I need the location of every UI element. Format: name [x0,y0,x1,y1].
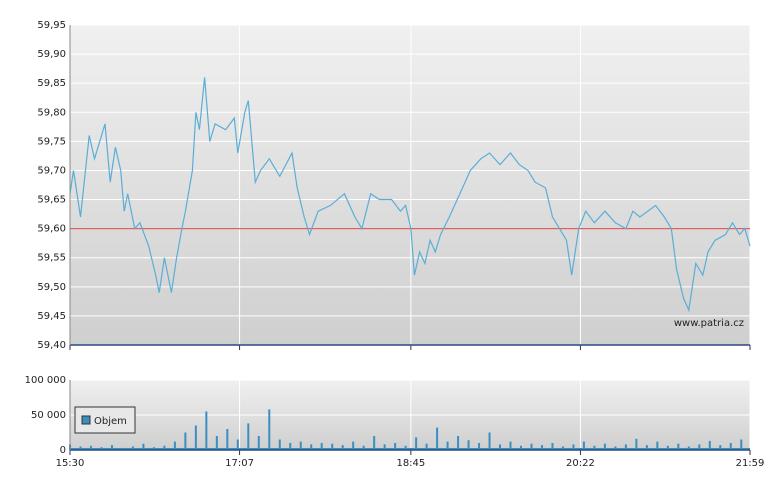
volume-bar [373,436,376,450]
volume-bar [624,444,627,450]
y-tick-label: 59,40 [37,340,66,351]
legend-swatch [81,415,91,425]
volume-bar [110,445,113,450]
y-tick-label: 59,95 [37,20,66,31]
y-tick-label: 59,90 [37,49,66,60]
volume-bar [446,441,449,450]
volume-bar [436,427,439,450]
y-tick-label: 59,85 [37,78,66,89]
volume-bar [404,445,407,450]
volume-bar [520,445,523,450]
y-tick-label: 0 [60,445,66,456]
y-tick-label: 59,70 [37,165,66,176]
y-tick-label: 59,45 [37,311,66,322]
volume-bar [320,443,323,450]
volume-bar [488,432,491,450]
volume-bar [457,436,460,450]
volume-bar [698,444,701,450]
volume-bar [341,445,344,450]
volume-bar [729,443,732,450]
volume-bar [184,432,187,450]
volume-bar [289,443,292,450]
volume-bar [362,445,365,450]
volume-bar [394,443,397,450]
x-tick-label: 17:07 [225,458,254,469]
volume-bar [142,443,145,450]
volume-bar [352,441,355,450]
volume-bar [467,440,470,450]
volume-bar [331,443,334,450]
legend-label: Objem [94,416,127,427]
volume-bar [310,444,313,450]
volume-bar [383,444,386,450]
volume-bar [226,429,229,450]
volume-bar [205,411,208,450]
volume-bar [603,443,606,450]
volume-bar [530,443,533,450]
volume-bar [89,445,92,450]
x-tick-label: 18:45 [396,458,425,469]
volume-bar [425,443,428,450]
volume-bar [478,443,481,450]
volume-bar [247,423,250,450]
x-tick-label: 15:30 [56,458,85,469]
x-tick-label: 21:59 [736,458,765,469]
volume-bar [540,445,543,450]
volume-bar [740,439,743,450]
volume-bar [509,441,512,450]
volume-baseline [70,448,750,450]
volume-bar [635,438,638,450]
price-line [69,77,751,313]
volume-bar [299,441,302,450]
volume-bar [572,444,575,450]
volume-bar [278,439,281,450]
volume-bar [173,441,176,450]
plot-background [70,25,750,345]
volume-bar [236,439,239,450]
y-tick-label: 59,55 [37,253,66,264]
volume-bar [194,425,197,450]
y-tick-label: 100 000 [25,375,66,386]
y-tick-label: 59,60 [37,224,66,235]
y-tick-label: 50 000 [31,410,66,421]
volume-bar [677,443,680,450]
y-tick-label: 59,75 [37,136,66,147]
volume-bar [268,409,271,450]
volume-bar [719,445,722,450]
watermark: www.patria.cz [674,318,744,329]
volume-bar [163,445,166,450]
volume-bar [666,445,669,450]
volume-bar [593,445,596,450]
volume-bar [257,436,260,450]
volume-bar [656,441,659,450]
y-tick-label: 59,50 [37,282,66,293]
volume-bar [582,441,585,450]
y-tick-label: 59,65 [37,195,66,206]
volume-bar [645,445,648,450]
y-tick-label: 59,80 [37,107,66,118]
volume-bar [708,440,711,450]
volume-bar [415,437,418,450]
x-tick-label: 20:22 [566,458,595,469]
volume-bar [551,443,554,450]
volume-bar [499,444,502,450]
volume-bar [215,436,218,450]
